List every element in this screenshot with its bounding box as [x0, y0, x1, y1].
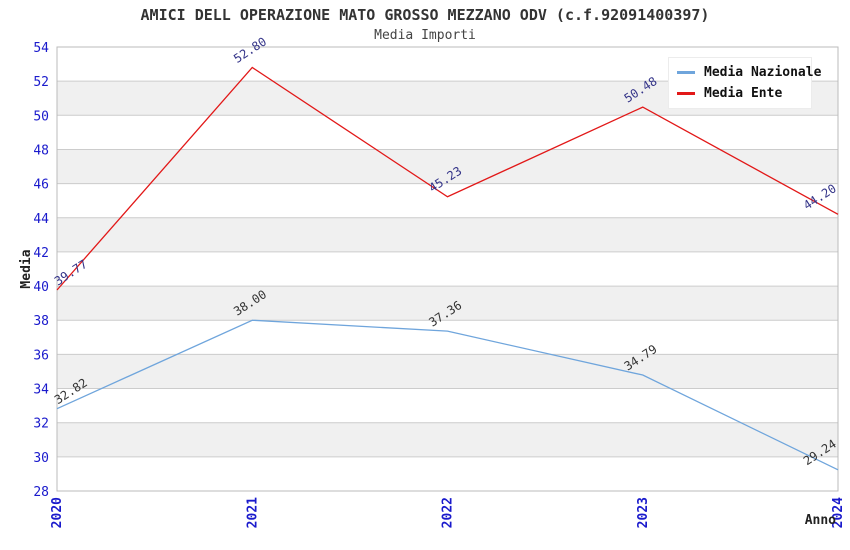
svg-text:48: 48 — [33, 143, 49, 158]
svg-text:2023: 2023 — [636, 497, 651, 528]
svg-text:2021: 2021 — [245, 497, 260, 528]
ente-line-icon — [677, 92, 695, 95]
legend-label-ente: Media Ente — [704, 86, 783, 101]
svg-text:38: 38 — [33, 314, 49, 329]
svg-text:42: 42 — [33, 246, 49, 261]
legend-item-ente: Media Ente — [669, 83, 811, 104]
svg-text:2024: 2024 — [831, 497, 846, 528]
legend-label-nazionale: Media Nazionale — [704, 65, 822, 80]
chart-legend: Media Nazionale Media Ente — [668, 57, 821, 109]
svg-text:32: 32 — [33, 417, 49, 432]
svg-text:28: 28 — [33, 485, 49, 500]
svg-text:30: 30 — [33, 451, 49, 466]
svg-text:40: 40 — [33, 280, 49, 295]
svg-text:44: 44 — [33, 212, 49, 227]
svg-text:36: 36 — [33, 348, 49, 363]
svg-text:2022: 2022 — [441, 497, 456, 528]
svg-text:54: 54 — [33, 41, 49, 56]
svg-text:50: 50 — [33, 109, 49, 124]
svg-text:Anno: Anno — [805, 513, 836, 528]
svg-text:2020: 2020 — [50, 497, 65, 528]
chart-subtitle: Media Importi — [374, 28, 476, 43]
svg-text:34: 34 — [33, 383, 49, 398]
chart-title: AMICI DELL OPERAZIONE MATO GROSSO MEZZAN… — [140, 6, 710, 24]
legend-item-nazionale: Media Nazionale — [669, 62, 821, 83]
svg-text:46: 46 — [33, 178, 49, 193]
svg-text:52: 52 — [33, 75, 49, 90]
nazionale-line-icon — [677, 71, 695, 74]
svg-text:Media: Media — [19, 249, 34, 288]
